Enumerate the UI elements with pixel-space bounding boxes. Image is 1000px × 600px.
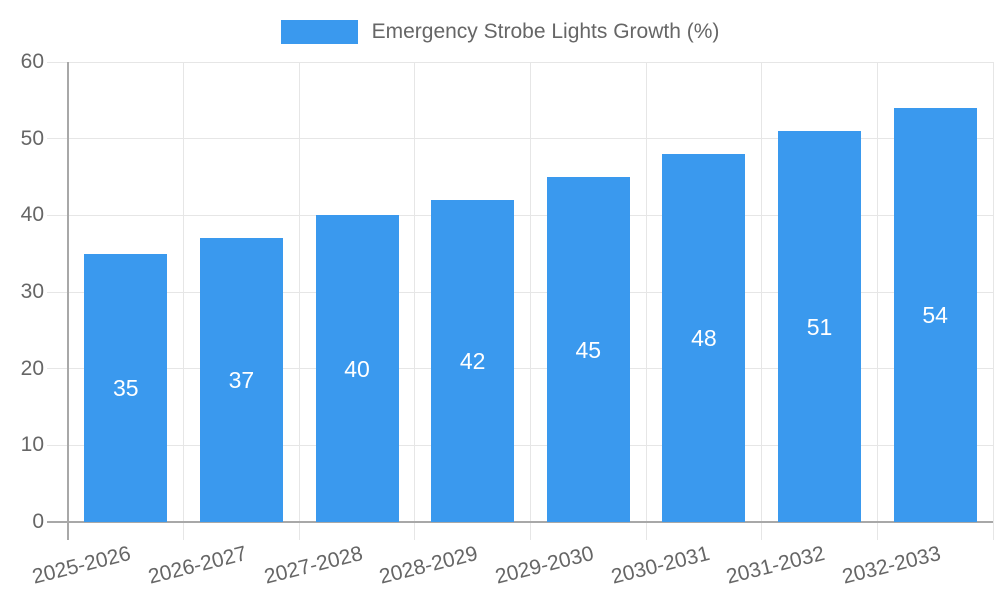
x-tick-label: 2025-2026 <box>30 542 134 589</box>
gridline-x <box>530 62 531 540</box>
bar-2027-2028[interactable] <box>315 215 399 522</box>
bar-value-label: 45 <box>575 336 602 363</box>
y-tick-label: 60 <box>20 50 44 73</box>
legend-series-label: Emergency Strobe Lights Growth (%) <box>371 20 720 43</box>
y-tick-label: 30 <box>20 280 44 303</box>
y-tick-label: 50 <box>20 126 44 150</box>
bar-2030-2031[interactable] <box>662 154 746 522</box>
gridline-x <box>414 62 416 540</box>
gridline-x <box>876 62 878 540</box>
x-axis-line <box>47 521 993 523</box>
bar-value-label: 51 <box>806 313 833 340</box>
y-axis-line <box>67 62 69 540</box>
bar-value-label: 37 <box>228 367 255 394</box>
bar-value-label: 35 <box>113 374 139 401</box>
y-tick-label: 20 <box>20 356 44 380</box>
y-tick-label: 0 <box>32 510 44 533</box>
gridline-y-10 <box>47 444 993 446</box>
x-tick-label: 2030-2031 <box>608 542 712 589</box>
bar-2031-2032[interactable] <box>778 131 862 522</box>
bar-value-label: 54 <box>922 302 948 328</box>
x-tick-label: 2029-2030 <box>492 542 596 589</box>
gridline-y-60 <box>47 61 993 63</box>
legend-swatch <box>280 20 358 44</box>
gridline-x <box>761 62 763 540</box>
bar-value-label: 42 <box>459 348 486 374</box>
gridline-x <box>992 62 994 540</box>
gridline-y-20 <box>47 368 993 370</box>
chart-legend: Emergency Strobe Lights Growth (%) <box>0 20 1000 44</box>
bar-2026-2027[interactable] <box>199 238 283 522</box>
x-tick-label: 2027-2028 <box>261 542 365 589</box>
x-tick-label: 2028-2029 <box>377 542 481 589</box>
y-tick-label: 10 <box>20 433 44 457</box>
bar-value-label: 40 <box>344 355 370 382</box>
x-tick-label: 2031-2032 <box>724 542 828 589</box>
gridline-x <box>645 62 647 540</box>
gridline-y-50 <box>47 138 993 140</box>
x-tick-label: 2032-2033 <box>839 542 943 589</box>
y-tick-label: 40 <box>20 203 44 227</box>
bar-2028-2029[interactable] <box>431 200 515 522</box>
legend-item[interactable]: Emergency Strobe Lights Growth (%) <box>280 20 720 44</box>
bar-2032-2033[interactable] <box>893 108 977 522</box>
bar-2029-2030[interactable] <box>546 177 630 522</box>
gridline-y-40 <box>47 214 993 216</box>
bar-value-label: 48 <box>691 325 717 351</box>
gridline-x <box>298 62 300 540</box>
gridline-x <box>183 62 185 540</box>
x-tick-label: 2026-2027 <box>145 542 250 589</box>
bar-2025-2026[interactable] <box>84 253 168 522</box>
gridline-y-30 <box>47 291 993 293</box>
